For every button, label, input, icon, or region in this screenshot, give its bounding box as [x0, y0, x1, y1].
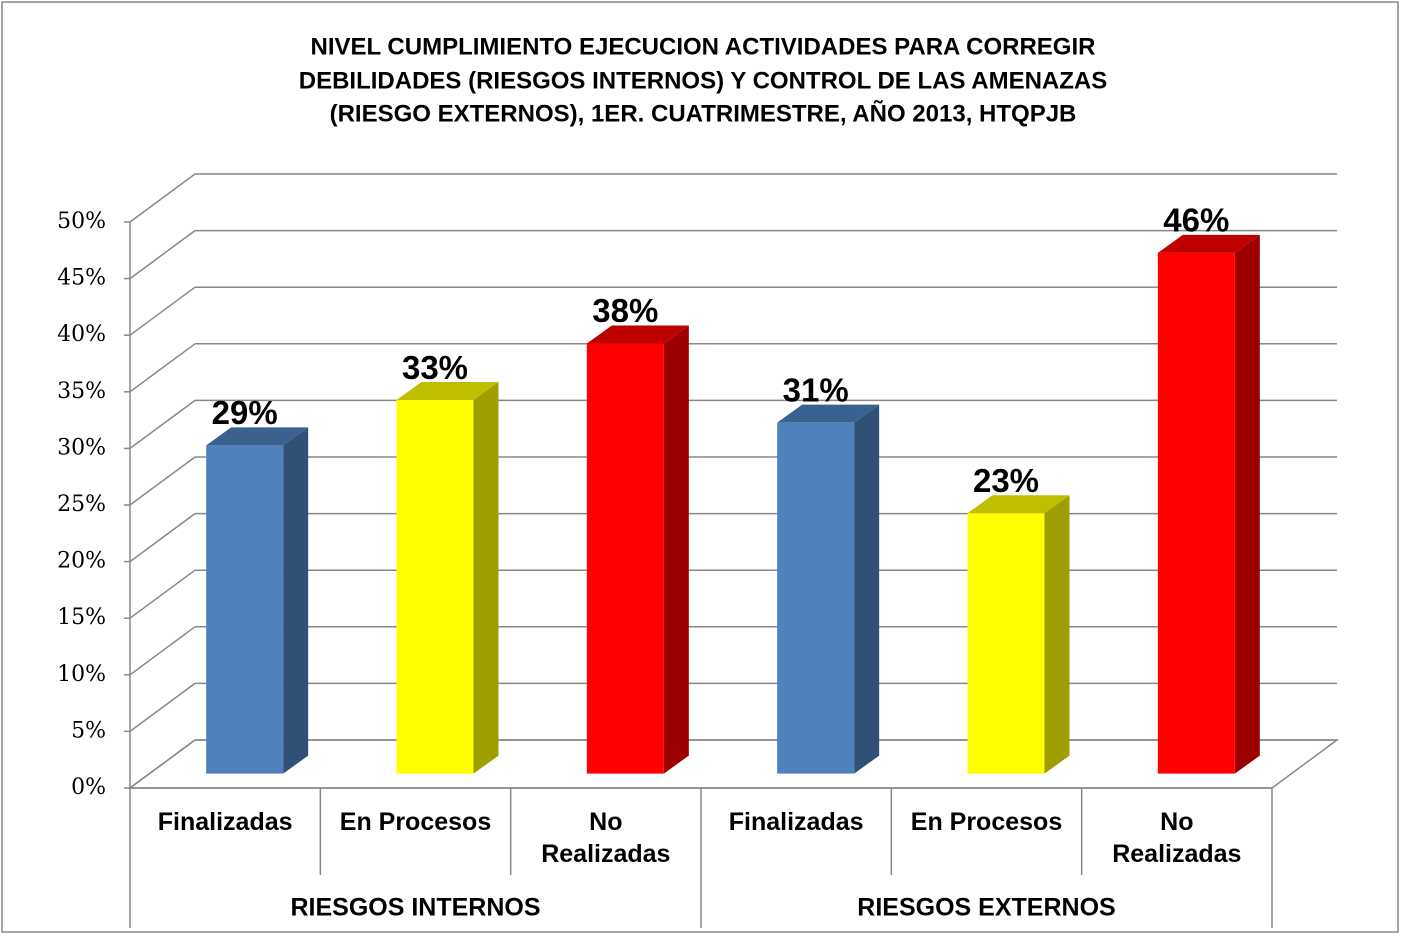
- x-tick-label: Finalizadas: [157, 808, 293, 836]
- grid-line: [129, 682, 196, 733]
- group-label: RIESGOS EXTERNOS: [857, 894, 1115, 922]
- x-tick-label: Finalizadas: [728, 808, 864, 836]
- y-tick-label: 20%: [57, 549, 106, 574]
- bar-side: [283, 427, 309, 774]
- bar-top: [206, 427, 309, 446]
- bar-side: [473, 382, 499, 774]
- y-tick-label: 25%: [57, 492, 106, 517]
- x-tick-label: No Realizadas: [541, 808, 671, 868]
- x-tick-label: En Procesos: [910, 808, 1063, 836]
- y-tick-label: 10%: [57, 662, 106, 687]
- value-label: 38%: [592, 292, 658, 329]
- grid-line: [129, 456, 196, 506]
- x-tick-label: No Realizadas: [1112, 808, 1242, 868]
- grid-line: [129, 229, 196, 280]
- bar: [777, 422, 855, 774]
- grid-line: [129, 626, 196, 676]
- bar: [396, 400, 474, 774]
- grid-line: [129, 173, 196, 223]
- bar: [967, 513, 1045, 774]
- group-label: RIESGOS INTERNOS: [290, 894, 540, 922]
- y-tick-label: 50%: [57, 209, 106, 234]
- value-label: 23%: [973, 462, 1039, 499]
- y-tick-label: 15%: [57, 605, 106, 630]
- chart-title: DEBILIDADES (RIESGOS INTERNOS) Y CONTROL…: [299, 67, 1108, 94]
- grid-line: [129, 569, 196, 619]
- y-tick-label: 0%: [71, 775, 106, 800]
- bar: [586, 343, 664, 774]
- bar-top: [586, 325, 689, 344]
- floor: [127, 739, 1340, 789]
- chart-title: NIVEL CUMPLIMIENTO EJECUCION ACTIVIDADES…: [311, 33, 1096, 60]
- bar-top: [396, 382, 499, 401]
- bar: [206, 445, 284, 774]
- y-tick-label: 45%: [57, 266, 106, 291]
- bar-side: [1234, 234, 1260, 774]
- x-tick-label: En Procesos: [339, 808, 492, 836]
- grid-line: [129, 399, 196, 450]
- bar-side: [854, 404, 880, 774]
- grid-line: [129, 739, 196, 789]
- value-label: 33%: [402, 349, 468, 386]
- bar-top: [777, 404, 880, 423]
- bar-top: [1157, 234, 1260, 253]
- bar: [1157, 252, 1235, 774]
- y-tick-label: 5%: [71, 718, 106, 743]
- y-tick-label: 30%: [57, 435, 106, 460]
- bar-side: [1044, 495, 1070, 774]
- grid-line: [129, 343, 196, 393]
- y-tick-label: 40%: [57, 322, 106, 347]
- grid-line: [129, 286, 196, 336]
- y-tick-label: 35%: [57, 379, 106, 404]
- grid-line: [129, 512, 196, 563]
- value-label: 31%: [783, 371, 849, 408]
- chart-title: (RIESGO EXTERNOS), 1ER. CUATRIMESTRE, AÑ…: [330, 99, 1077, 127]
- bar-side: [663, 325, 689, 774]
- value-label: 29%: [212, 394, 278, 431]
- value-label: 46%: [1163, 202, 1229, 239]
- bar-top: [967, 495, 1070, 514]
